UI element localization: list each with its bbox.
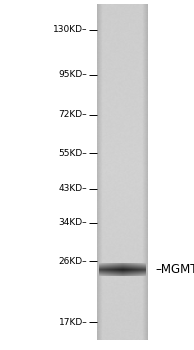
Text: –MGMT: –MGMT: [155, 263, 194, 276]
Text: 43KD–: 43KD–: [59, 184, 87, 193]
Text: 95KD–: 95KD–: [59, 70, 87, 79]
Text: 72KD–: 72KD–: [59, 110, 87, 119]
Text: 26KD–: 26KD–: [59, 257, 87, 266]
Text: 17KD–: 17KD–: [59, 317, 87, 327]
Text: 55KD–: 55KD–: [59, 149, 87, 158]
Text: 130KD–: 130KD–: [53, 25, 87, 34]
Text: 34KD–: 34KD–: [59, 218, 87, 227]
